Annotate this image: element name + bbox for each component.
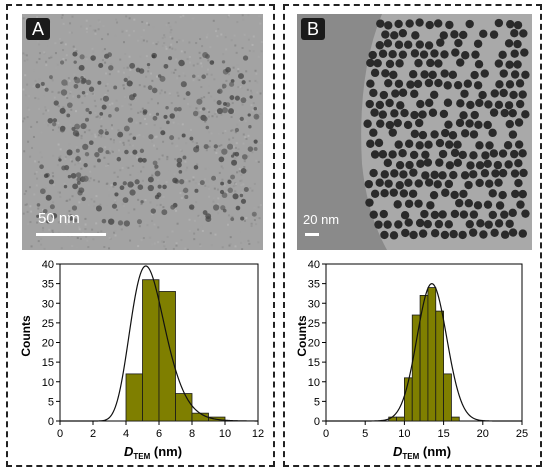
tem-texture-b [297, 14, 532, 250]
x-axis-label-b: DTEM (nm) [393, 444, 451, 461]
y-tick-label-a-2: 10 [42, 377, 54, 389]
x-tick-label-a-4: 8 [189, 428, 195, 440]
histogram-bar-b-3 [411, 314, 421, 422]
y-tick-label-b-6: 30 [308, 298, 320, 310]
y-tick-label-b-1: 5 [314, 396, 320, 408]
tem-image-a: A 50 nm [22, 14, 263, 250]
scale-bar-label-b: 20 nm [303, 212, 340, 227]
x-tick-label-a-5: 10 [219, 428, 231, 440]
y-tick-label-a-7: 35 [42, 279, 54, 291]
histogram-bar-a-1 [142, 279, 160, 422]
y-tick-label-b-2: 10 [308, 377, 320, 389]
x-tick-label-b-4: 20 [477, 428, 489, 440]
x-tick-label-b-1: 5 [362, 428, 368, 440]
x-tick-label-a-0: 0 [57, 428, 63, 440]
scale-bar-label-a: 50 nm [38, 210, 80, 227]
scale-bar-b [305, 233, 319, 236]
x-tick-label-b-3: 15 [437, 428, 449, 440]
panel-a-frame [6, 4, 275, 467]
panel-label-a: A [26, 18, 50, 40]
fit-curve-b [326, 283, 522, 422]
histogram-b: Counts DTEM (nm) 0 5 10 15 20 25 0 5 10 15 20 25 30 3… [296, 259, 528, 461]
x-tick-label-b-2: 10 [398, 428, 410, 440]
y-tick-label-a-0: 0 [48, 416, 54, 428]
y-tick-label-a-1: 5 [48, 396, 54, 408]
y-tick-label-a-3: 15 [42, 357, 54, 369]
histogram-bar-b-8 [451, 416, 460, 422]
histogram-bar-b-7 [443, 373, 452, 422]
histogram-bar-a-3 [175, 393, 193, 422]
y-tick-label-b-8: 40 [308, 259, 320, 271]
panel-b-frame [283, 4, 542, 467]
panel-label-b: B [301, 18, 325, 40]
y-tick-label-b-0: 0 [314, 416, 320, 428]
histogram-bar-a-0 [125, 373, 143, 422]
histogram-bar-a-2 [158, 291, 176, 422]
x-tick-label-a-3: 6 [156, 428, 162, 440]
y-tick-label-a-5: 25 [42, 318, 54, 330]
y-tick-label-b-7: 35 [308, 279, 320, 291]
y-tick-label-b-4: 20 [308, 338, 320, 350]
x-tick-label-a-6: 12 [252, 428, 264, 440]
y-tick-label-a-6: 30 [42, 298, 54, 310]
histogram-a: Counts DTEM (nm) 0 2 4 6 8 10 12 0 5 10 15 20 25 30 35… [20, 259, 264, 461]
x-tick-label-b-5: 25 [516, 428, 528, 440]
tem-image-b: B 20 nm [297, 14, 532, 250]
histogram-bar-b-5 [427, 287, 437, 422]
y-tick-label-a-4: 20 [42, 338, 54, 350]
y-tick-label-b-5: 25 [308, 318, 320, 330]
histogram-bar-b-2 [404, 377, 413, 422]
y-axis-label-a: Counts [20, 315, 33, 357]
y-tick-label-b-3: 15 [308, 357, 320, 369]
x-axis-label-a: DTEM (nm) [124, 444, 182, 461]
y-axis-label-b: Counts [296, 315, 309, 357]
x-tick-label-b-0: 0 [323, 428, 329, 440]
x-tick-label-a-2: 4 [123, 428, 129, 440]
histogram-bar-b-6 [435, 310, 444, 422]
scale-bar-a [36, 233, 106, 236]
histogram-bar-b-1 [396, 416, 405, 422]
x-tick-label-a-1: 2 [90, 428, 96, 440]
y-tick-label-a-8: 40 [42, 259, 54, 271]
